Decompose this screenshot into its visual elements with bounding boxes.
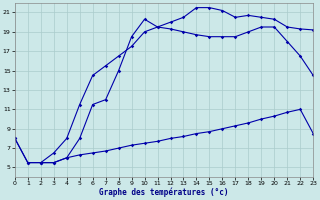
X-axis label: Graphe des températures (°c): Graphe des températures (°c) xyxy=(99,188,229,197)
